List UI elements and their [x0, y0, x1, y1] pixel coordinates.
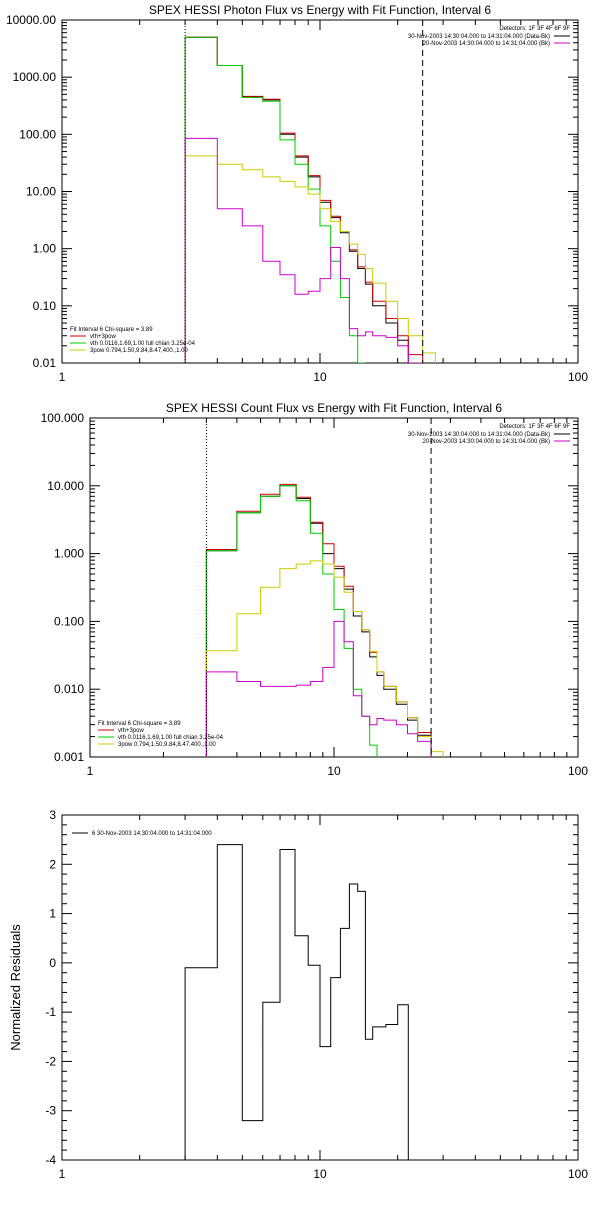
y-tick-label: -1 [45, 1005, 56, 1019]
plot-area [205, 418, 444, 757]
series-line-bk [205, 620, 432, 757]
legend-fit-info: Fit Interval 6 Chi-square = 3.89 [98, 721, 181, 727]
y-tick-label: 1 [49, 907, 56, 921]
y-tick-label: 0.10 [33, 299, 57, 313]
legend-fit-info: Fit Interval 6 Chi-square = 3.89 [70, 327, 153, 333]
series-line-bk [184, 137, 423, 363]
y-tick-label: 1000.00 [13, 70, 57, 84]
x-tick-label: 1 [59, 370, 66, 384]
series-line-vth-3pow [205, 483, 432, 757]
series-line-3pow [184, 155, 436, 363]
chart-title: SPEX HESSI Count Flux vs Energy with Fit… [166, 401, 502, 415]
y-tick-label: 100.000 [41, 411, 85, 425]
x-tick-label: 10 [313, 370, 327, 384]
y-axis-label: Normalized Residuals [8, 924, 23, 1051]
series-line-3pow [205, 560, 444, 757]
y-tick-label: 10.000 [47, 479, 84, 493]
legend-entry-label: 20-Nov-2003 14:30:04.000 to 14:31:04.000… [423, 439, 550, 445]
legend-top-right: Detectors: 1F 3F 4F 6F 9F 30-Nov-2003 14:… [408, 424, 570, 445]
y-tick-label: -2 [45, 1054, 56, 1068]
x-tick-label: 100 [568, 1167, 588, 1181]
series-line-data-bk [205, 485, 432, 757]
x-tick-label: 1 [87, 764, 94, 778]
y-tick-label: 2 [49, 857, 56, 871]
legend-entry-label: 20-Nov-2003 14:30:04.000 to 14:31:04.000… [423, 41, 550, 47]
legend-entry-label: 30-Nov-2003 14:30:04.000 to 14:31:04.000… [408, 432, 550, 438]
x-tick-label: 10 [327, 764, 341, 778]
y-tick-label: 100.00 [19, 127, 56, 141]
x-tick-label: 1 [59, 1167, 66, 1181]
chart-3: 1 10 100 -4 -3 -2 -1 0 1 2 3 Normalized Residuals 6 … [8, 808, 588, 1181]
y-tick-label: 0.010 [54, 682, 84, 696]
legend-entry-label: vth+3pow [118, 728, 145, 734]
y-tick-label: 10.00 [26, 185, 56, 199]
chart-1: SPEX HESSI Photon Flux vs Energy with Fi… [6, 3, 588, 384]
legend-entry-label: 30-Nov-2003 14:30:04.000 to 14:31:04.000… [408, 34, 550, 40]
legend-entry-label: 3pow 0.794,1.50,9.84,8.47,400.,1.00 [118, 742, 216, 748]
y-tick-label: 1.000 [54, 547, 84, 561]
chart-2: SPEX HESSI Count Flux vs Energy with Fit… [41, 401, 589, 778]
series-line-vth [205, 485, 378, 757]
legend-entry-label: vth 0.0116,1.69,1.00 full chian 3.25e-04 [118, 735, 224, 741]
series-line-vth-3pow [184, 36, 424, 363]
x-tick-label: 10 [313, 1167, 327, 1181]
y-tick-label: 0.100 [54, 614, 84, 628]
legend-bottom-left: Fit Interval 6 Chi-square = 3.89vth+3pow… [70, 327, 196, 354]
y-tick-label: 1.00 [33, 242, 57, 256]
y-tick-label: 0.01 [33, 356, 57, 370]
y-tick-label: -3 [45, 1104, 56, 1118]
y-tick-label: 0 [49, 956, 56, 970]
y-tick-label: -4 [45, 1153, 56, 1167]
chart-title: SPEX HESSI Photon Flux vs Energy with Fi… [149, 3, 491, 17]
legend-detectors: Detectors: 1F 3F 4F 6F 9F [499, 26, 570, 32]
legend-bottom-left: Fit Interval 6 Chi-square = 3.89vth+3pow… [98, 721, 224, 748]
legend-detectors: Detectors: 1F 3F 4F 6F 9F [499, 424, 570, 430]
legend-top-right: Detectors: 1F 3F 4F 6F 9F 30-Nov-2003 14:… [408, 26, 570, 47]
legend-entry-label: vth 0.0116,1.69,1.00 full chian 3.25e-04 [90, 341, 196, 347]
x-tick-label: 100 [568, 370, 588, 384]
legend-entry-label: 3pow 0.794,1.50,9.84,8.47,400.,1.00 [90, 348, 188, 354]
legend-entry-label: vth+3pow [90, 334, 117, 340]
plot-area [184, 20, 436, 363]
series-line-data-bk [184, 36, 423, 363]
y-tick-label: 10000.00 [6, 13, 56, 27]
residual-line [184, 844, 409, 1160]
legend: 6 30-Nov-2003 14:30:04.000 to 14:31:04.0… [72, 831, 212, 837]
y-tick-label: 0.001 [54, 750, 84, 764]
plot-area [184, 844, 409, 1160]
legend-entry-label: 6 30-Nov-2003 14:30:04.000 to 14:31:04.0… [92, 831, 212, 837]
y-tick-label: 3 [49, 808, 56, 822]
x-tick-label: 100 [568, 764, 588, 778]
series-line-vth [184, 36, 366, 363]
